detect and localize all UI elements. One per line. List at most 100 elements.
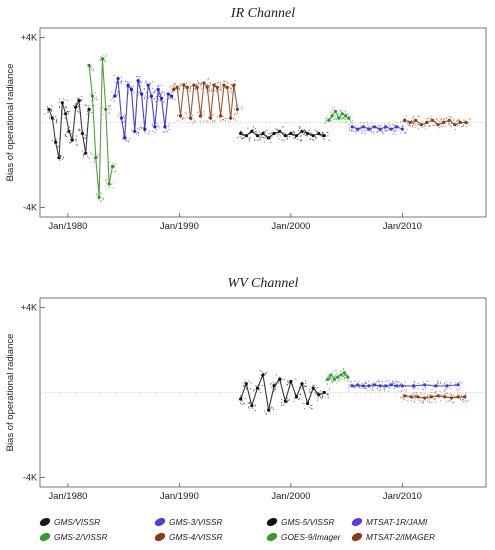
scatter-dot bbox=[319, 396, 321, 398]
scatter-dot bbox=[385, 131, 387, 132]
data-point bbox=[215, 85, 219, 89]
scatter-dot bbox=[303, 385, 305, 387]
scatter-dot bbox=[263, 374, 265, 375]
scatter-dot bbox=[275, 128, 277, 130]
scatter-dot bbox=[456, 397, 458, 399]
scatter-dot bbox=[60, 155, 62, 157]
scatter-dot bbox=[463, 119, 465, 121]
scatter-dot bbox=[369, 126, 371, 128]
scatter-dot bbox=[57, 146, 59, 148]
scatter-dot bbox=[192, 115, 194, 117]
scatter-dot bbox=[331, 112, 333, 114]
scatter-dot bbox=[269, 132, 271, 134]
scatter-dot bbox=[413, 122, 415, 124]
scatter-dot bbox=[346, 119, 348, 121]
scatter-dot bbox=[431, 392, 433, 394]
scatter-dot bbox=[325, 120, 327, 122]
scatter-dot bbox=[113, 75, 115, 77]
scatter-dot bbox=[366, 129, 368, 131]
scatter-dot bbox=[197, 112, 199, 114]
scatter-dot bbox=[57, 156, 59, 158]
scatter-dot bbox=[99, 160, 101, 162]
scatter-dot bbox=[107, 113, 109, 115]
scatter-dot bbox=[411, 121, 413, 123]
scatter-dot bbox=[239, 397, 241, 398]
legend-item: GMS-4/VISSR bbox=[154, 532, 222, 542]
scatter-dot bbox=[402, 129, 403, 131]
data-point bbox=[149, 94, 154, 98]
scatter-dot bbox=[322, 394, 324, 396]
scatter-dot bbox=[75, 135, 77, 137]
scatter-dot bbox=[417, 383, 419, 384]
scatter-dot bbox=[372, 385, 374, 387]
scatter-dot bbox=[281, 398, 283, 400]
scatter-dot bbox=[327, 394, 329, 396]
scatter-dot bbox=[93, 98, 95, 100]
scatter-dot bbox=[56, 142, 58, 144]
scatter-dot bbox=[307, 399, 309, 401]
scatter-dot bbox=[392, 133, 394, 135]
scatter-dot bbox=[211, 89, 213, 91]
scatter-dot bbox=[66, 131, 68, 133]
scatter-dot bbox=[450, 117, 452, 119]
scatter-dot bbox=[230, 84, 232, 86]
scatter-dot bbox=[372, 384, 374, 385]
scatter-dot bbox=[395, 126, 397, 128]
scatter-dot bbox=[220, 84, 221, 86]
scatter-dot bbox=[434, 121, 436, 123]
series-trace bbox=[240, 372, 325, 411]
scatter-dot bbox=[424, 124, 426, 126]
scatter-dot bbox=[311, 404, 313, 406]
scatter-dot bbox=[109, 112, 111, 114]
scatter-dot bbox=[378, 380, 380, 382]
scatter-dot bbox=[140, 127, 142, 128]
scatter-dot bbox=[278, 133, 280, 135]
y-tick-label: +4K bbox=[21, 33, 37, 43]
scatter-dot bbox=[260, 392, 262, 394]
scatter-dot bbox=[84, 134, 86, 136]
scatter-dot bbox=[154, 89, 156, 91]
scatter-dot bbox=[183, 88, 184, 90]
scatter-dot bbox=[312, 384, 314, 386]
scatter-dot bbox=[230, 88, 232, 90]
scatter-dot bbox=[50, 104, 52, 106]
scatter-dot bbox=[65, 106, 66, 108]
scatter-dot bbox=[249, 132, 251, 134]
scatter-dot bbox=[257, 386, 259, 388]
scatter-dot bbox=[244, 398, 246, 400]
scatter-dot bbox=[211, 90, 212, 92]
scatter-dot bbox=[183, 117, 185, 119]
scatter-dot bbox=[387, 129, 389, 131]
scatter-dot bbox=[124, 117, 126, 119]
scatter-dot bbox=[451, 394, 453, 396]
scatter-dot bbox=[326, 382, 328, 384]
legend-swatch bbox=[154, 517, 166, 527]
scatter-dot bbox=[305, 135, 307, 136]
scatter-dot bbox=[171, 94, 172, 96]
scatter-dot bbox=[352, 122, 353, 124]
scatter-dot bbox=[158, 96, 160, 98]
scatter-dot bbox=[465, 394, 467, 396]
scatter-dot bbox=[359, 387, 361, 388]
scatter-dot bbox=[71, 141, 72, 143]
scatter-dot bbox=[364, 383, 366, 384]
scatter-dot bbox=[306, 135, 308, 137]
scatter-dot bbox=[169, 86, 171, 88]
scatter-dot bbox=[452, 401, 454, 403]
scatter-dot bbox=[248, 402, 250, 404]
scatter-dot bbox=[443, 119, 445, 121]
scatter-dot bbox=[397, 382, 399, 383]
scatter-dot bbox=[108, 187, 110, 189]
scatter-dot bbox=[384, 128, 386, 130]
scatter-dot bbox=[203, 114, 205, 116]
scatter-dot bbox=[200, 84, 201, 85]
scatter-dot bbox=[464, 400, 466, 402]
scatter-dot bbox=[120, 76, 122, 78]
scatter-dot bbox=[452, 120, 454, 122]
scatter-dot bbox=[324, 123, 326, 124]
scatter-dot bbox=[308, 132, 310, 134]
scatter-dot bbox=[418, 115, 420, 117]
scatter-dot bbox=[69, 133, 71, 135]
scatter-dot bbox=[432, 124, 434, 126]
scatter-dot bbox=[458, 382, 459, 384]
